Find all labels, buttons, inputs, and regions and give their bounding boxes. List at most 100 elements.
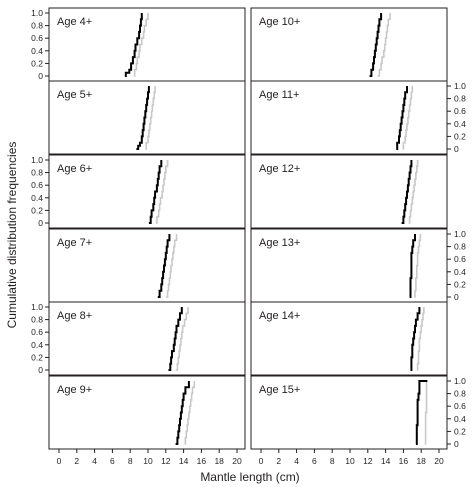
panel-label: Age 10+ xyxy=(259,16,300,28)
panel-frame xyxy=(48,301,246,376)
panel-label: Age 4+ xyxy=(57,16,92,28)
series-light-line xyxy=(175,307,189,371)
y-tick-label: 1.0 xyxy=(31,8,43,18)
x-tick-label: 8 xyxy=(128,456,133,466)
panel: Age 6+ 0 0.2 0.4 0.6 0.8 1.0 xyxy=(31,154,246,229)
y-tick-label: 0 xyxy=(38,365,43,375)
series-light-line xyxy=(133,13,149,77)
series-light-line xyxy=(145,86,156,150)
series-dark-line xyxy=(124,13,143,77)
series-dark-line xyxy=(415,380,428,445)
y-tick-label: 0.4 xyxy=(31,340,43,350)
y-tick-label: 0.8 xyxy=(454,94,466,104)
panel-frame xyxy=(48,80,246,155)
y-tick-label: 0.2 xyxy=(31,58,43,68)
series-dark-line xyxy=(136,86,150,150)
panel-label: Age 12+ xyxy=(259,163,300,175)
panel: Age 9+ 0 2 4 6 8 10 12 14 16 18 20 xyxy=(48,375,246,466)
x-tick-label: 4 xyxy=(294,456,299,466)
panel: Age 13+ 0 0.2 0.4 0.6 0.8 1.0 xyxy=(250,228,466,303)
x-tick-label: 10 xyxy=(345,456,355,466)
y-tick-label: 0 xyxy=(38,71,43,81)
y-tick-label: 1.0 xyxy=(454,81,466,91)
x-tick-label: 20 xyxy=(232,456,242,466)
y-tick-label: 1.0 xyxy=(31,155,43,165)
series-light-line xyxy=(377,13,391,77)
series-dark-line xyxy=(409,234,416,298)
y-tick-label: 0 xyxy=(38,218,43,228)
panel: Age 4+ 0 0.2 0.4 0.6 0.8 1.0 xyxy=(31,7,246,82)
y-axis-label: Cumulative distribution frequencies xyxy=(5,142,19,329)
x-tick-label: 0 xyxy=(259,456,264,466)
x-tick-label: 14 xyxy=(179,456,189,466)
x-tick-label: 2 xyxy=(276,456,281,466)
panel: Age 10+ xyxy=(250,7,448,82)
series-dark-line xyxy=(157,234,171,298)
panel: Age 15+ 0 0.2 0.4 0.6 0.8 1.0 0 2 4 6 8 10 12 14 16 18 20 xyxy=(250,375,466,466)
series-dark-line xyxy=(410,307,421,371)
panel: Age 8+ 0 0.2 0.4 0.6 0.8 1.0 xyxy=(31,301,246,376)
panel-label: Age 15+ xyxy=(259,384,300,396)
x-tick-label: 8 xyxy=(330,456,335,466)
panel-label: Age 5+ xyxy=(57,89,92,101)
x-axis-label: Mantle length (cm) xyxy=(200,470,299,484)
panel-frame xyxy=(48,154,246,229)
panel-label: Age 14+ xyxy=(259,310,300,322)
y-tick-label: 1.0 xyxy=(31,302,43,312)
panel-label: Age 7+ xyxy=(57,237,92,249)
y-tick-label: 0.6 xyxy=(454,106,466,116)
y-tick-label: 0.6 xyxy=(31,180,43,190)
x-tick-label: 6 xyxy=(312,456,317,466)
panel: Age 7+ xyxy=(48,228,246,303)
y-tick-label: 0.2 xyxy=(31,205,43,215)
y-tick-label: 0.8 xyxy=(31,315,43,325)
x-tick-label: 4 xyxy=(92,456,97,466)
panel-frame xyxy=(250,375,448,450)
x-tick-label: 18 xyxy=(214,456,224,466)
x-tick-label: 20 xyxy=(434,456,444,466)
y-tick-label: 0 xyxy=(454,292,459,302)
panel-grid: Age 4+ 0 0.2 0.4 0.6 0.8 1.0 Age 10+ Age 5+ Age 1… xyxy=(31,7,466,466)
x-tick-label: 12 xyxy=(161,456,171,466)
series-dark-line xyxy=(396,86,408,150)
y-tick-label: 0.2 xyxy=(454,279,466,289)
x-tick-label: 2 xyxy=(74,456,79,466)
y-tick-label: 0.6 xyxy=(31,33,43,43)
series-dark-line xyxy=(401,160,413,224)
y-tick-label: 0.4 xyxy=(31,46,43,56)
x-tick-label: 16 xyxy=(197,456,207,466)
panel-frame xyxy=(48,375,246,450)
series-light-line xyxy=(165,234,178,298)
panel-label: Age 6+ xyxy=(57,163,92,175)
panel-label: Age 8+ xyxy=(57,310,92,322)
series-light-line xyxy=(414,234,422,298)
series-light-line xyxy=(416,307,425,371)
panel-frame xyxy=(250,80,448,155)
y-tick-label: 0.2 xyxy=(454,131,466,141)
y-tick-label: 0.2 xyxy=(31,352,43,362)
x-tick-label: 6 xyxy=(110,456,115,466)
y-tick-label: 0.8 xyxy=(31,21,43,31)
y-tick-label: 0.8 xyxy=(31,168,43,178)
series-dark-line xyxy=(148,160,163,224)
panel: Age 5+ xyxy=(48,80,246,155)
series-light-line xyxy=(424,381,428,445)
series-light-line xyxy=(402,86,414,150)
panel: Age 12+ xyxy=(250,154,448,229)
x-tick-label: 14 xyxy=(381,456,391,466)
y-tick-label: 1.0 xyxy=(454,376,466,386)
series-light-line xyxy=(408,160,419,224)
x-tick-label: 18 xyxy=(416,456,426,466)
y-tick-label: 0 xyxy=(454,439,459,449)
y-tick-label: 0.4 xyxy=(31,193,43,203)
panel: Age 11+ 0 0.2 0.4 0.6 0.8 1.0 xyxy=(250,80,466,155)
panel-label: Age 9+ xyxy=(57,384,92,396)
y-tick-label: 0 xyxy=(454,144,459,154)
y-tick-label: 1.0 xyxy=(454,229,466,239)
series-light-line xyxy=(184,381,196,445)
y-tick-label: 0.4 xyxy=(454,119,466,129)
panel-label: Age 13+ xyxy=(259,237,300,249)
panel-frame xyxy=(250,301,448,376)
series-light-line xyxy=(156,160,169,224)
